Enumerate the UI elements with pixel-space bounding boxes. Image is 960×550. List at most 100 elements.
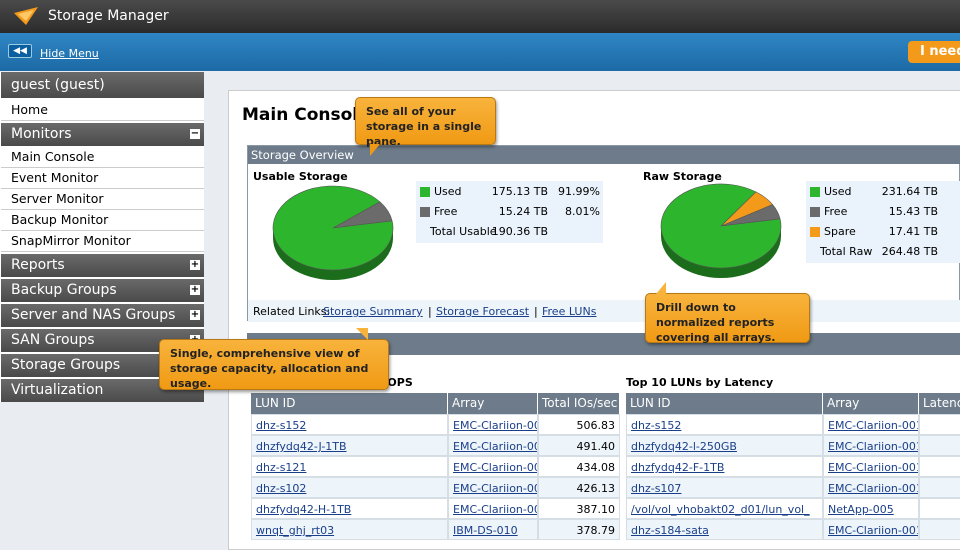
chart-title: Raw Storage [643,170,722,183]
table-cell[interactable]: EMC-Clariion-001 [823,435,919,456]
total-name: Total Raw [820,245,873,258]
menu-link[interactable]: Server Monitor [1,189,204,210]
legend-name: Free [824,205,848,218]
chart-title: Usable Storage [253,170,348,183]
overview-title: Storage Overview [248,146,960,164]
menu-link[interactable]: Event Monitor [1,168,204,189]
table-cell[interactable]: /vol/vol_vhobakt02_d01/lun_vol_ [626,498,823,519]
column-header: Array [448,393,538,414]
expand-toggle[interactable]: + [190,309,200,320]
table-cell [919,414,960,435]
table-cell[interactable]: EMC-Clariion-001 [448,414,538,435]
legend-value: 15.24 TB [498,205,548,218]
menu-link[interactable]: SnapMirror Monitor [1,231,204,252]
related-link[interactable]: Storage Summary [323,305,423,318]
table-cell[interactable]: IBM-DS-010 [448,519,538,540]
table-cell[interactable]: NetApp-005 [823,498,919,519]
table-cell: 426.13 [538,477,620,498]
menu-link[interactable]: Main Console [1,147,204,168]
menu-section[interactable]: Monitors − [1,123,204,146]
legend-table [806,181,960,263]
legend-name: Used [434,185,462,198]
table-cell: 434.08 [538,456,620,477]
legend-name: Free [434,205,458,218]
callout: Single, comprehensive view of storage ca… [159,328,389,390]
table-cell[interactable]: EMC-Clariion-001 [448,477,538,498]
legend-swatch [420,187,430,197]
table-cell[interactable]: dhz-s152 [626,414,823,435]
table-cell[interactable]: EMC-Clariion-001 [823,519,919,540]
legend-percent: 91.99% [558,185,600,198]
table-cell[interactable]: EMC-Clariion-001 [823,414,919,435]
related-link[interactable]: Free LUNs [542,305,597,318]
table-cell[interactable]: EMC-Clariion-001 [823,456,919,477]
table-cell[interactable]: EMC-Clariion-001 [448,435,538,456]
menu-section[interactable]: Reports + [1,254,204,277]
sidebar: guest (guest) Home Monitors − Main Console Ev… [0,72,204,402]
legend-value: 15.43 TB [888,205,938,218]
home-link[interactable]: Home [1,99,204,121]
legend-swatch [420,207,430,217]
total-name: Total Usable [430,225,497,238]
storage-overview: Storage Overview Usable Storage Used 175.1… [247,145,960,322]
table-cell[interactable]: EMC-Clariion-001 [448,498,538,519]
table-cell [919,519,960,540]
table-cell [919,498,960,519]
user-header: guest (guest) [1,72,204,98]
menu-link[interactable]: Backup Monitor [1,210,204,231]
menu-section[interactable]: Server and NAS Groups + [1,304,204,327]
legend-table [416,181,603,243]
hide-menu-link[interactable]: Hide Menu [40,47,99,60]
column-header: Array [823,393,919,414]
table-cell [919,477,960,498]
separator: | [534,305,538,318]
expand-toggle[interactable]: + [190,259,200,270]
table-cell: 378.79 [538,519,620,540]
column-header: Total IOs/sec [538,393,620,414]
table-cell[interactable]: wnqt_ghj_rt03 [251,519,448,540]
callout: Drill down to normalized reports coverin… [645,282,810,344]
hide-menu-icon[interactable]: ◀◀ [8,44,32,58]
table-cell[interactable]: dhzfydq42-H-1TB [251,498,448,519]
table-cell[interactable]: dhzfydq42-F-1TB [626,456,823,477]
related-link[interactable]: Storage Forecast [436,305,530,318]
table-cell[interactable]: dhz-s121 [251,456,448,477]
callout-pointer [356,328,368,340]
column-header: LUN ID [251,393,448,414]
logo [14,7,38,25]
table-title: Top 10 LUNs by Latency [626,376,774,389]
menu-section[interactable]: Virtualization [1,379,204,402]
table-cell[interactable]: EMC-Clariion-001 [823,477,919,498]
legend-value: 17.41 TB [888,225,938,238]
table-cell: 387.10 [538,498,620,519]
legend-swatch [810,187,820,197]
column-header: Latency [919,393,960,414]
expand-toggle[interactable]: − [190,128,200,139]
callout: See all of your storage in a single pane… [355,97,496,156]
legend-swatch [810,207,820,217]
table-cell [919,435,960,456]
table-cell[interactable]: dhz-s152 [251,414,448,435]
table-cell[interactable]: EMC-Clariion-001 [448,456,538,477]
menu-section[interactable]: Backup Groups + [1,279,204,302]
legend-value: 231.64 TB [881,185,938,198]
legend-percent: 8.01% [565,205,600,218]
table-cell: 506.83 [538,414,620,435]
legend-name: Spare [824,225,856,238]
column-header: LUN ID [626,393,823,414]
page-title: Main Console [242,105,370,125]
table-cell[interactable]: dhzfydq42-J-1TB [251,435,448,456]
legend-swatch [810,227,820,237]
legend-value: 175.13 TB [491,185,548,198]
table-cell[interactable]: dhz-s107 [626,477,823,498]
total-value: 190.36 TB [491,225,548,238]
help-button[interactable]: I need [908,41,960,63]
app-title: Storage Manager [48,8,169,24]
expand-toggle[interactable]: + [190,284,200,295]
table-cell[interactable]: dhz-s102 [251,477,448,498]
menu-section[interactable]: Storage Groups [1,354,204,377]
related-label: Related Links: [253,305,331,318]
table-cell[interactable]: dhzfydq42-l-250GB [626,435,823,456]
table-cell[interactable]: dhz-s184-sata [626,519,823,540]
